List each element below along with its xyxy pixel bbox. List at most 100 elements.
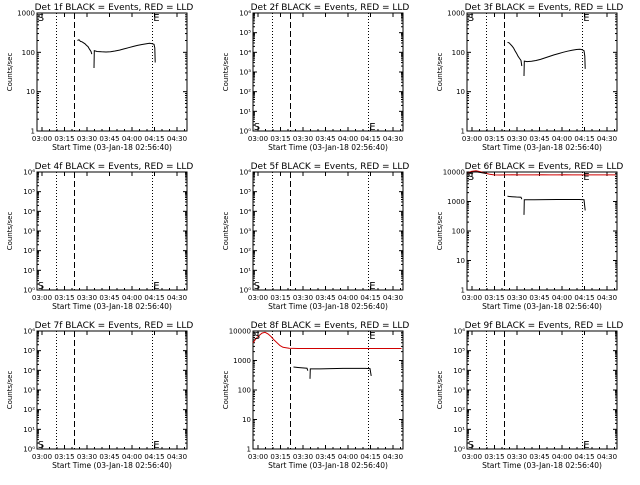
y-tick-label: 10⁶: [453, 328, 465, 336]
y-tick-label: 10⁴: [239, 49, 251, 57]
y-tick-label: 10⁶: [239, 169, 251, 177]
x-tick-label: 03:45: [529, 294, 549, 302]
plot-frame: [466, 12, 618, 132]
y-axis-label: Counts/sec: [6, 371, 14, 410]
y-tick-label: 10²: [23, 406, 35, 414]
y-tick-label: 10⁰: [23, 446, 35, 454]
series-events-line: [507, 195, 523, 200]
x-tick-label: 04:30: [167, 135, 187, 143]
y-tick-label: 10⁵: [239, 29, 251, 37]
y-axis-label: Counts/sec: [6, 53, 14, 92]
y-tick-label: 100: [22, 49, 35, 57]
x-tick-label: 04:00: [122, 453, 142, 461]
x-tick-label: 03:30: [293, 135, 313, 143]
series-lld-line: [252, 331, 402, 349]
y-tick-label: 10³: [239, 69, 251, 77]
panel-det-2: Det 2f BLACK = Events, RED = LLD 03:00 03:…: [222, 3, 409, 152]
x-tick-label: 04:30: [597, 453, 617, 461]
x-tick-label: 03:30: [293, 453, 313, 461]
x-tick-label: 03:45: [529, 453, 549, 461]
x-tick-label: 03:00: [32, 453, 52, 461]
x-tick-label: 03:00: [248, 453, 268, 461]
y-axis-label: Counts/sec: [222, 212, 230, 251]
y-tick-label: 10¹: [23, 267, 35, 275]
y-tick-label: 10¹: [239, 108, 251, 116]
start-marker: S: [38, 281, 44, 292]
y-tick-label: 10: [26, 88, 35, 96]
y-tick-label: 1: [461, 287, 465, 295]
panel-title: Det 6f BLACK = Events, RED = LLD: [465, 162, 624, 172]
x-tick-label: 04:15: [360, 135, 380, 143]
y-tick-label: 10: [456, 88, 465, 96]
x-tick-label: 04:00: [122, 135, 142, 143]
y-axis-label: Counts/sec: [222, 371, 230, 410]
x-tick-label: 04:00: [338, 453, 358, 461]
x-tick-label: 04:30: [383, 453, 403, 461]
y-tick-label: 10³: [239, 228, 251, 236]
x-axis-label: Start Time (03-Jan-18 02:56:40): [482, 302, 602, 311]
y-tick-label: 10¹: [453, 426, 465, 434]
x-tick-label: 03:30: [507, 294, 527, 302]
y-tick-label: 100: [452, 49, 465, 57]
x-tick-label: 04:00: [552, 453, 572, 461]
y-tick-label: 1000: [447, 10, 465, 18]
y-tick-label: 1000: [447, 198, 465, 206]
series-events-line: [523, 48, 586, 77]
x-axis-label: Start Time (03-Jan-18 02:56:40): [268, 461, 388, 470]
series-events-line: [309, 367, 372, 379]
x-tick-label: 04:30: [167, 453, 187, 461]
plot-frame: [466, 171, 618, 291]
y-axis-label: Counts/sec: [222, 53, 230, 92]
start-marker: S: [468, 440, 474, 451]
y-tick-label: 10⁰: [239, 287, 251, 295]
plot-frame: [36, 171, 188, 291]
x-tick-label: 04:30: [167, 294, 187, 302]
panel-title: Det 7f BLACK = Events, RED = LLD: [35, 321, 194, 331]
y-axis-label: Counts/sec: [436, 53, 444, 92]
x-tick-label: 03:30: [507, 453, 527, 461]
end-marker: E: [583, 172, 589, 183]
end-marker: E: [153, 13, 159, 24]
x-tick-label: 03:45: [315, 453, 335, 461]
plot-frame: [252, 12, 404, 132]
y-tick-label: 10²: [453, 406, 465, 414]
x-tick-label: 03:15: [54, 453, 74, 461]
y-tick-label: 10⁵: [453, 347, 465, 355]
x-tick-label: 03:00: [248, 135, 268, 143]
y-tick-label: 10⁰: [453, 446, 465, 454]
y-tick-label: 10: [242, 416, 251, 424]
x-tick-label: 04:15: [574, 453, 594, 461]
series-events-line: [93, 42, 156, 69]
x-tick-label: 04:30: [597, 294, 617, 302]
x-tick-label: 03:30: [293, 294, 313, 302]
end-marker: E: [153, 281, 159, 292]
x-tick-label: 04:30: [383, 135, 403, 143]
panel-title: Det 2f BLACK = Events, RED = LLD: [251, 3, 410, 13]
x-tick-label: 04:00: [552, 294, 572, 302]
x-tick-label: 03:45: [99, 453, 119, 461]
x-axis-label: Start Time (03-Jan-18 02:56:40): [482, 461, 602, 470]
y-tick-label: 10¹: [23, 426, 35, 434]
x-tick-label: 03:45: [315, 294, 335, 302]
y-tick-label: 10⁴: [453, 367, 465, 375]
y-tick-label: 100: [238, 387, 251, 395]
x-axis-label: Start Time (03-Jan-18 02:56:40): [482, 143, 602, 152]
y-tick-label: 10⁴: [23, 367, 35, 375]
x-tick-label: 04:15: [574, 294, 594, 302]
y-tick-label: 10⁴: [239, 208, 251, 216]
plot-frame: [466, 330, 618, 450]
x-axis-label: Start Time (03-Jan-18 02:56:40): [268, 143, 388, 152]
series-events-line: [507, 41, 523, 67]
y-tick-label: 10²: [23, 247, 35, 255]
y-axis-label: Counts/sec: [6, 212, 14, 251]
x-tick-label: 03:45: [99, 294, 119, 302]
y-tick-label: 1: [247, 446, 251, 454]
x-tick-label: 03:00: [462, 135, 482, 143]
